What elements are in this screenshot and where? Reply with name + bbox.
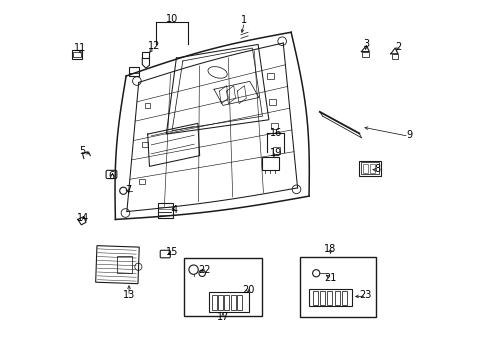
Text: 19: 19	[269, 148, 281, 158]
Bar	[308, 289, 351, 306]
Text: 6: 6	[108, 171, 115, 181]
Text: 2: 2	[395, 42, 401, 52]
Bar	[158, 203, 172, 218]
Bar	[218, 296, 223, 310]
Bar	[144, 103, 150, 108]
Bar	[369, 163, 375, 173]
Bar	[129, 67, 139, 76]
Bar	[96, 246, 139, 284]
Text: 13: 13	[122, 291, 135, 301]
Bar	[142, 51, 149, 58]
Bar	[139, 179, 144, 184]
Bar	[142, 142, 147, 147]
Bar	[208, 292, 248, 312]
Text: 17: 17	[216, 312, 229, 322]
Text: 4: 4	[171, 206, 177, 216]
Bar	[319, 291, 324, 305]
Bar	[326, 291, 331, 305]
Text: 3: 3	[363, 40, 369, 49]
Bar	[73, 51, 81, 57]
Text: 15: 15	[165, 247, 178, 257]
Text: 16: 16	[269, 128, 281, 138]
Bar	[183, 258, 261, 316]
Text: 22: 22	[198, 265, 210, 275]
Bar	[362, 51, 368, 57]
Text: 8: 8	[373, 164, 380, 174]
Bar	[270, 123, 278, 129]
Text: 20: 20	[242, 285, 254, 296]
Bar	[72, 50, 82, 59]
Text: 11: 11	[74, 43, 86, 53]
Bar	[117, 256, 132, 273]
Bar	[266, 73, 273, 79]
Bar	[359, 161, 381, 176]
Text: 1: 1	[241, 15, 247, 26]
Bar	[312, 291, 317, 305]
Bar	[272, 147, 280, 154]
Bar	[261, 157, 278, 170]
Bar	[237, 296, 242, 310]
Bar	[361, 162, 379, 174]
Bar	[300, 257, 375, 317]
Text: 9: 9	[406, 130, 412, 140]
Text: 10: 10	[165, 14, 178, 24]
Text: 12: 12	[148, 41, 160, 50]
Bar	[211, 296, 216, 310]
Text: 7: 7	[124, 185, 131, 195]
Bar	[268, 99, 276, 105]
Text: 18: 18	[324, 244, 336, 254]
Bar	[224, 296, 229, 310]
Bar	[334, 291, 339, 305]
Bar	[391, 54, 397, 59]
Text: 21: 21	[324, 273, 336, 283]
Bar	[341, 291, 346, 305]
Bar	[362, 163, 367, 173]
Text: 14: 14	[77, 213, 89, 222]
Bar	[230, 296, 235, 310]
Text: 5: 5	[79, 145, 85, 156]
Text: 23: 23	[359, 291, 371, 301]
